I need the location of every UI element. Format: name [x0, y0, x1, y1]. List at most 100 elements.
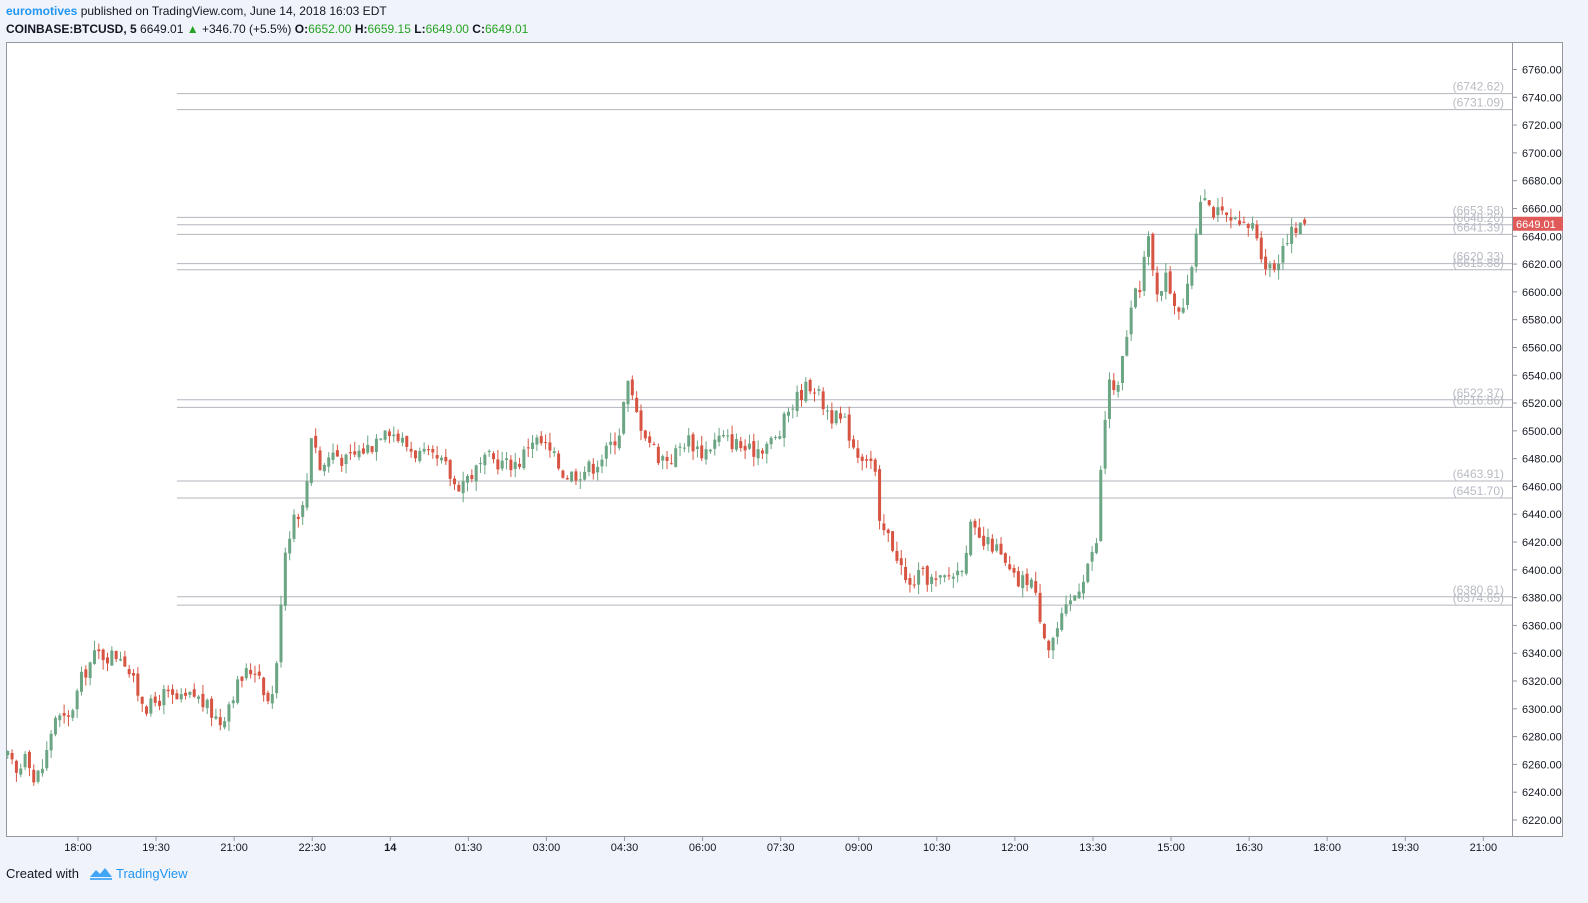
- candle-body: [1160, 291, 1164, 296]
- candle-body: [500, 460, 504, 469]
- candle-body: [1016, 571, 1020, 587]
- candle-body: [439, 457, 443, 461]
- chart-container[interactable]: 6220.00 6240.00 6260.00 6280.00 6300.00 6320.…: [6, 42, 1563, 856]
- y-tick-label: 6680.00: [1522, 176, 1562, 188]
- candle-body: [886, 529, 890, 534]
- candle-body: [214, 716, 218, 719]
- candle-body: [240, 676, 244, 681]
- y-tick-label: 6280.00: [1522, 732, 1562, 744]
- candle-body: [1277, 263, 1281, 271]
- candle-body: [75, 690, 79, 710]
- candle-body: [860, 456, 864, 461]
- candle-body: [62, 712, 66, 716]
- x-tick-label: 15:00: [1157, 842, 1185, 854]
- candle-body: [431, 448, 435, 453]
- candle-body: [1151, 233, 1155, 271]
- candle-body: [262, 677, 266, 696]
- y-tick-label: 6260.00: [1522, 759, 1562, 771]
- candle-body: [244, 668, 248, 679]
- candle-body: [1272, 263, 1276, 270]
- candle-body: [865, 459, 869, 461]
- candle-body: [19, 768, 23, 775]
- candle-body: [23, 754, 27, 768]
- candle-body: [747, 443, 751, 449]
- candle-body: [197, 696, 201, 699]
- candle-body: [296, 516, 300, 520]
- author-link[interactable]: euromotives: [6, 4, 78, 18]
- candle-body: [596, 466, 600, 473]
- y-tick-label: 6760.00: [1522, 65, 1562, 77]
- candle-body: [726, 435, 730, 437]
- candle-body: [765, 443, 769, 454]
- candle-body: [674, 448, 678, 467]
- candle-body: [1142, 256, 1146, 292]
- candle-body: [522, 449, 526, 469]
- price-chart[interactable]: 6220.00 6240.00 6260.00 6280.00 6300.00 6320.…: [6, 42, 1563, 856]
- low-value: 6649.00: [425, 22, 469, 36]
- candle-body: [708, 449, 712, 452]
- candle-body: [266, 692, 270, 702]
- candle-body: [943, 575, 947, 578]
- candle-body: [839, 413, 843, 419]
- candle-body: [891, 531, 895, 551]
- candle-body: [1268, 264, 1272, 269]
- candle-body: [1060, 613, 1064, 630]
- candle-body: [938, 575, 942, 578]
- candle-body: [661, 456, 665, 461]
- candle-body: [1225, 212, 1229, 216]
- candle-body: [479, 463, 483, 465]
- candle-body: [552, 451, 556, 453]
- candle-body: [88, 662, 92, 679]
- candle-body: [344, 454, 348, 465]
- level-label: (6451.70): [1453, 484, 1504, 498]
- y-tick-label: 6440.00: [1522, 509, 1562, 521]
- candle-body: [288, 538, 292, 554]
- candle-body: [1190, 267, 1194, 286]
- candle-body: [249, 669, 253, 675]
- y-tick-label: 6380.00: [1522, 593, 1562, 605]
- candle-body: [786, 411, 790, 416]
- candle-body: [739, 441, 743, 449]
- candle-body: [53, 717, 57, 735]
- candle-body: [105, 657, 109, 664]
- candle-body: [721, 435, 725, 437]
- level-label: (6380.61): [1453, 583, 1504, 597]
- candle-body: [1294, 228, 1298, 233]
- candle-body: [396, 433, 400, 442]
- candle-body: [1047, 640, 1051, 651]
- candle-body: [327, 457, 331, 467]
- candle-body: [899, 558, 903, 566]
- candle-body: [253, 673, 257, 675]
- candle-body: [882, 523, 886, 531]
- candle-body: [1164, 272, 1168, 292]
- level-label: (6522.37): [1453, 386, 1504, 400]
- candle-body: [322, 464, 326, 472]
- candle-body: [45, 750, 49, 769]
- candle-body: [1181, 307, 1185, 313]
- candle-body: [474, 465, 478, 482]
- y-tick-label: 6620.00: [1522, 259, 1562, 271]
- symbol-label: COINBASE:BTCUSD, 5: [6, 22, 137, 36]
- candle-body: [374, 438, 378, 452]
- level-label: (6516.86): [1453, 393, 1504, 407]
- candle-body: [405, 436, 409, 448]
- candle-body: [1129, 307, 1133, 335]
- candle-body: [340, 457, 344, 466]
- candle-body: [509, 459, 513, 471]
- candle-body: [487, 450, 491, 453]
- candle-body: [1112, 380, 1116, 391]
- y-tick-label: 6580.00: [1522, 315, 1562, 327]
- candle-body: [348, 452, 352, 454]
- x-tick-label: 14: [384, 842, 397, 854]
- y-tick-label: 6300.00: [1522, 704, 1562, 716]
- x-tick-label: 06:00: [689, 842, 717, 854]
- candle-body: [387, 431, 391, 437]
- x-tick-label: 07:30: [767, 842, 795, 854]
- tradingview-link[interactable]: TradingView: [116, 866, 188, 881]
- level-label: (6641.39): [1453, 220, 1504, 234]
- candle-body: [49, 733, 53, 751]
- level-label: (6742.62): [1453, 80, 1504, 94]
- candle-body: [492, 453, 496, 460]
- candle-body: [908, 578, 912, 585]
- candle-body: [149, 698, 153, 714]
